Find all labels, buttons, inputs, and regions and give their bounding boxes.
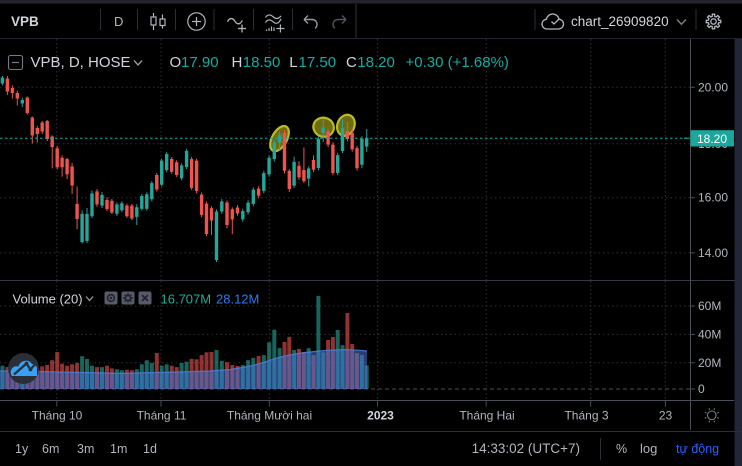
svg-text:2023: 2023	[367, 409, 394, 423]
svg-text:+0.30 (+1.68%): +0.30 (+1.68%)	[406, 54, 509, 71]
svg-text:%: %	[616, 442, 627, 456]
svg-text:17.90: 17.90	[181, 54, 219, 71]
svg-text:VPB, D, HOSE: VPB, D, HOSE	[31, 54, 131, 71]
svg-text:tự động: tự động	[676, 442, 719, 456]
svg-text:1d: 1d	[143, 442, 157, 456]
svg-text:16.00: 16.00	[698, 191, 728, 205]
svg-text:20.00: 20.00	[698, 80, 728, 94]
svg-text:L: L	[289, 54, 297, 71]
svg-text:Volume (20): Volume (20)	[13, 292, 83, 307]
svg-text:18.20: 18.20	[357, 54, 395, 71]
svg-text:Tháng 11: Tháng 11	[137, 409, 187, 423]
svg-text:Tháng Hai: Tháng Hai	[459, 409, 514, 423]
svg-text:1y: 1y	[15, 442, 29, 456]
svg-text:60M: 60M	[698, 299, 721, 313]
svg-text:Tháng 3: Tháng 3	[564, 409, 608, 423]
svg-text:18.20: 18.20	[697, 132, 727, 146]
svg-text:3m: 3m	[77, 442, 94, 456]
svg-text:17.50: 17.50	[299, 54, 337, 71]
svg-text:C: C	[346, 54, 357, 71]
svg-text:1m: 1m	[110, 442, 127, 456]
svg-text:14:33:02 (UTC+7): 14:33:02 (UTC+7)	[472, 441, 580, 456]
svg-text:Tháng 10: Tháng 10	[32, 409, 83, 423]
svg-text:23: 23	[659, 409, 673, 423]
svg-text:6m: 6m	[42, 442, 59, 456]
svg-text:D: D	[114, 14, 123, 29]
svg-text:18.50: 18.50	[243, 54, 281, 71]
svg-text:O: O	[170, 54, 182, 71]
svg-text:H: H	[232, 54, 243, 71]
svg-text:VPB: VPB	[11, 14, 39, 29]
svg-text:20M: 20M	[698, 356, 721, 370]
svg-text:Tháng Mười hai: Tháng Mười hai	[227, 409, 312, 423]
svg-text:16.707M: 16.707M	[161, 292, 212, 307]
svg-text:28.12M: 28.12M	[216, 292, 259, 307]
svg-text:log: log	[640, 441, 657, 456]
svg-text:40M: 40M	[698, 327, 721, 341]
svg-text:0: 0	[698, 382, 705, 396]
svg-text:14.00: 14.00	[698, 246, 728, 260]
svg-text:chart_26909820: chart_26909820	[571, 14, 669, 29]
